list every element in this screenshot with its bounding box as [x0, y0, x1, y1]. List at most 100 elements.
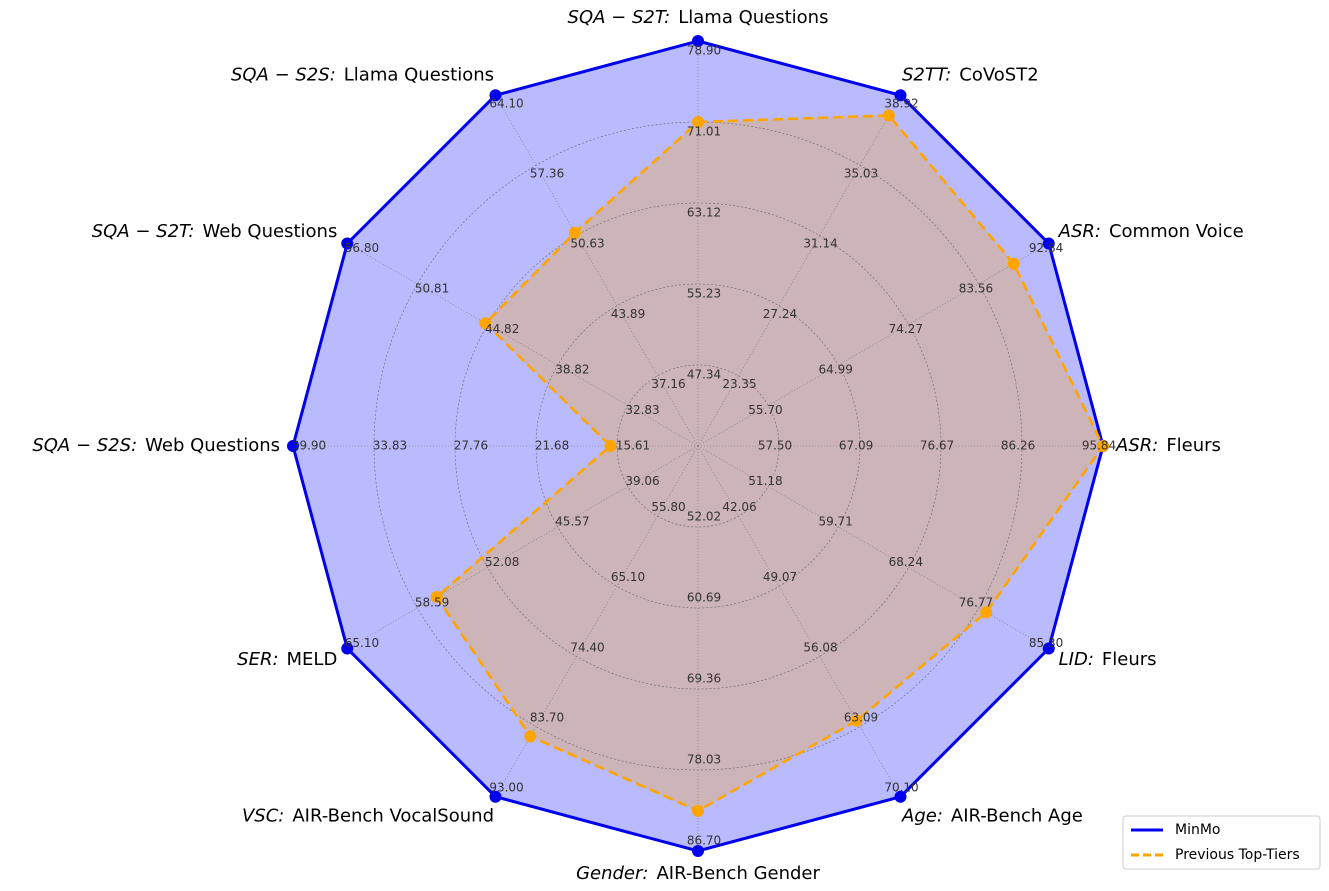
axis-label: Age: AIR-Bench Age: [901, 806, 1083, 827]
tick-label: 27.24: [763, 307, 797, 321]
axis-task: SQA − S2T:: [568, 7, 671, 28]
tick-label: 64.10: [489, 96, 523, 110]
tick-label: 52.02: [687, 510, 721, 524]
tick-label: 78.90: [687, 44, 721, 58]
tick-label: 38.92: [884, 96, 918, 110]
tick-label: 95.84: [1082, 439, 1116, 453]
marker: [489, 790, 502, 803]
tick-label: 38.82: [555, 363, 589, 377]
marker: [287, 440, 299, 452]
tick-label: 76.67: [920, 439, 954, 453]
tick-label: 86.70: [687, 834, 721, 848]
axis-label: Gender: AIR-Bench Gender: [576, 863, 820, 884]
tick-label: 68.24: [889, 555, 923, 569]
tick-label: 49.07: [763, 570, 797, 584]
tick-label: 55.80: [651, 500, 685, 514]
tick-label: 23.35: [722, 377, 756, 391]
axis-task: S2TT:: [902, 64, 951, 85]
tick-label: 86.26: [1001, 439, 1035, 453]
axis-task: Gender:: [576, 863, 648, 884]
tick-label: 74.40: [570, 640, 604, 654]
marker: [341, 642, 354, 655]
marker: [1097, 440, 1109, 452]
axis-task: SQA − S2S:: [231, 64, 336, 85]
marker: [479, 317, 492, 330]
tick-label: 57.50: [758, 439, 792, 453]
axis-label: LID: Fleurs: [1059, 649, 1157, 670]
marker: [894, 790, 907, 803]
tick-label: 57.36: [530, 167, 564, 181]
tick-label: 83.70: [530, 710, 564, 724]
tick-label: 65.10: [611, 570, 645, 584]
tick-label: 39.06: [625, 474, 659, 488]
legend-label: Previous Top-Tiers: [1175, 847, 1300, 863]
marker: [430, 590, 443, 603]
tick-label: 50.81: [415, 281, 449, 295]
marker: [524, 730, 537, 743]
tick-label: 76.77: [959, 596, 993, 610]
tick-label: 50.63: [570, 237, 604, 251]
marker: [894, 89, 907, 102]
axis-dataset: Common Voice: [1109, 221, 1244, 242]
marker: [604, 440, 617, 452]
axis-task: Age:: [901, 806, 943, 827]
tick-label: 83.56: [959, 281, 993, 295]
marker: [692, 35, 704, 47]
marker: [692, 116, 704, 128]
tick-label: 55.70: [748, 403, 782, 417]
axis-label: VSC: AIR-Bench VocalSound: [242, 806, 494, 827]
tick-label: 31.14: [803, 237, 837, 251]
axis-label: ASR: Common Voice: [1058, 221, 1244, 242]
tick-label: 21.68: [535, 439, 569, 453]
axis-label: SER: MELD: [237, 649, 337, 670]
axis-label: ASR: Fleurs: [1115, 435, 1221, 456]
axis-task: SER:: [237, 649, 278, 670]
marker: [489, 89, 502, 102]
axis-dataset: AIR-Bench Age: [951, 806, 1083, 827]
axis-dataset: Web Questions: [145, 435, 280, 456]
marker: [980, 606, 993, 619]
tick-label: 59.71: [818, 515, 852, 529]
tick-label: 52.08: [485, 555, 519, 569]
axis-dataset: CoVoST2: [959, 64, 1038, 85]
tick-label: 43.89: [611, 307, 645, 321]
tick-label: 67.09: [839, 439, 873, 453]
tick-label: 35.03: [844, 167, 878, 181]
axis-task: SQA − S2S:: [32, 435, 137, 456]
axis-label: SQA − S2S: Llama Questions: [231, 64, 494, 85]
legend-box: [1122, 815, 1321, 870]
tick-label: 56.08: [803, 640, 837, 654]
tick-label: 55.23: [687, 287, 721, 301]
series-area: [436, 115, 1103, 811]
axis-dataset: AIR-Bench VocalSound: [292, 806, 494, 827]
tick-label: 44.82: [485, 322, 519, 336]
axis-label: SQA − S2S: Web Questions: [32, 435, 280, 456]
axis-dataset: MELD: [287, 649, 338, 670]
tick-label: 63.09: [844, 710, 878, 724]
tick-label: 42.06: [722, 500, 756, 514]
axis-task: LID:: [1059, 649, 1094, 670]
tick-label: 47.34: [687, 368, 721, 382]
tick-label: 63.12: [687, 206, 721, 220]
marker: [568, 226, 581, 239]
axis-dataset: Llama Questions: [678, 7, 828, 28]
tick-label: 33.83: [373, 439, 407, 453]
tick-label: 56.80: [345, 241, 379, 255]
tick-label: 58.59: [415, 596, 449, 610]
tick-label: 74.27: [889, 322, 923, 336]
axis-task: ASR:: [1058, 221, 1101, 242]
marker: [692, 845, 704, 857]
marker: [1042, 642, 1055, 655]
axis-task: SQA − S2T:: [92, 221, 195, 242]
axis-dataset: Web Questions: [202, 221, 337, 242]
tick-label: 65.10: [345, 636, 379, 650]
marker: [882, 109, 895, 122]
axis-label: SQA − S2T: Web Questions: [92, 221, 338, 242]
tick-label: 51.18: [748, 474, 782, 488]
marker: [692, 804, 704, 817]
tick-label: 64.99: [818, 362, 852, 376]
tick-label: 37.16: [651, 377, 685, 391]
marker: [341, 237, 354, 250]
axis-dataset: Fleurs: [1166, 435, 1221, 456]
axis-task: ASR:: [1115, 435, 1158, 456]
